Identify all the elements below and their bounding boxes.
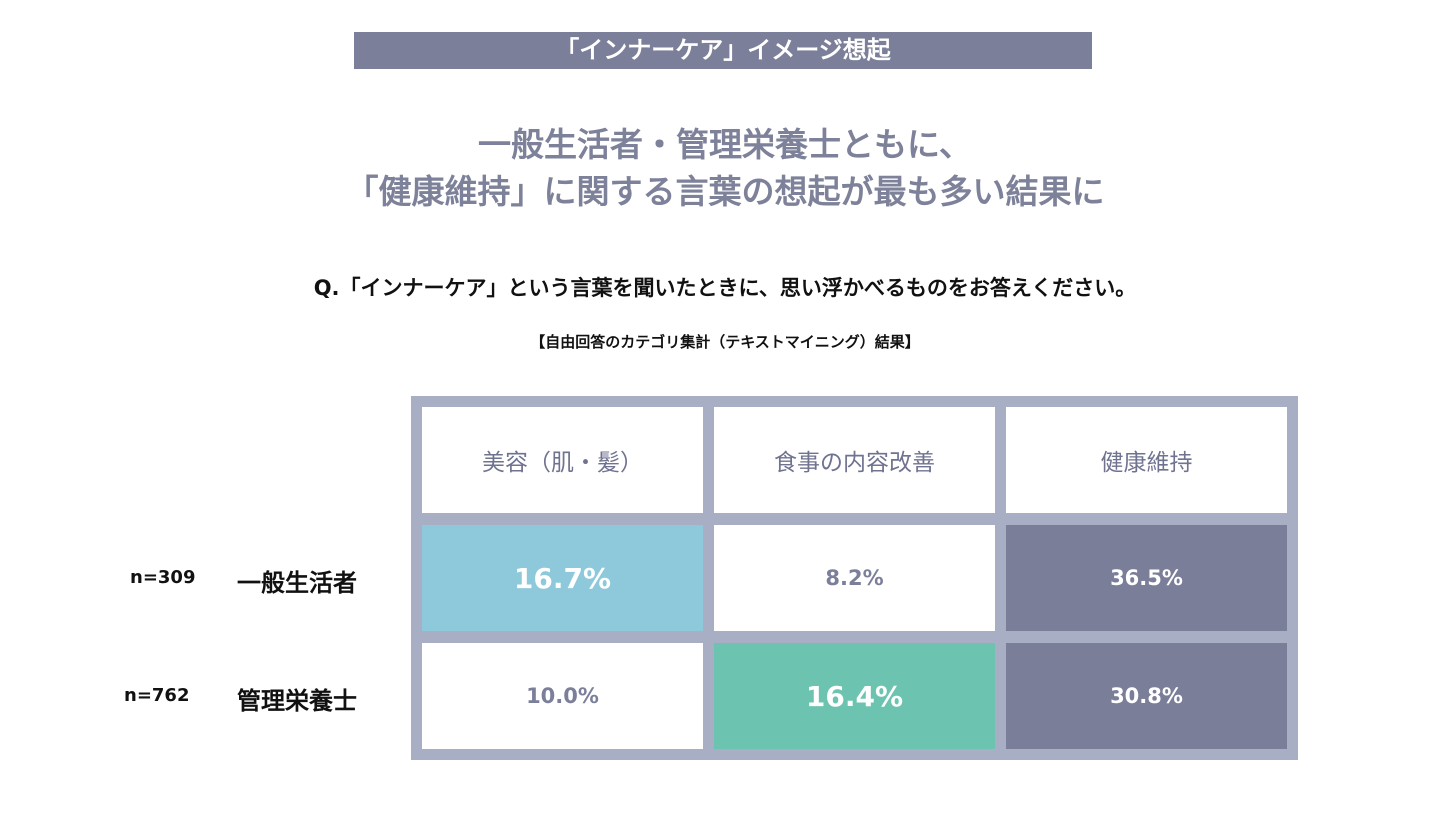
column-header-health: 健康維持 [1006,407,1287,513]
cell-dietitian-beauty: 10.0% [422,643,703,749]
row-2-sample-size: n=762 [124,685,190,706]
row-1-label: 一般生活者 [237,569,357,597]
results-table: 美容（肌・髪） 食事の内容改善 健康維持 16.7% 8.2% 36.5% 10… [411,396,1298,760]
headline-line-1: 一般生活者・管理栄養士ともに、 [477,125,972,164]
cell-dietitian-health: 30.8% [1006,643,1287,749]
cell-consumer-health: 36.5% [1006,525,1287,631]
row-1-sample-size: n=309 [130,567,196,588]
section-banner: 「インナーケア」イメージ想起 [354,32,1092,69]
cell-consumer-beauty: 16.7% [422,525,703,631]
row-2-label: 管理栄養士 [237,687,357,715]
cell-consumer-meal: 8.2% [714,525,995,631]
headline-line-2: 「健康維持」に関する言葉の想起が最も多い結果に [345,172,1105,211]
survey-question: Q.「インナーケア」という言葉を聞いたときに、思い浮かべるものをお答えください。 [313,276,1137,300]
column-header-beauty: 美容（肌・髪） [422,407,703,513]
cell-dietitian-meal: 16.4% [714,643,995,749]
column-header-meal: 食事の内容改善 [714,407,995,513]
method-note: 【自由回答のカテゴリ集計（テキストマイニング）結果】 [530,333,920,351]
